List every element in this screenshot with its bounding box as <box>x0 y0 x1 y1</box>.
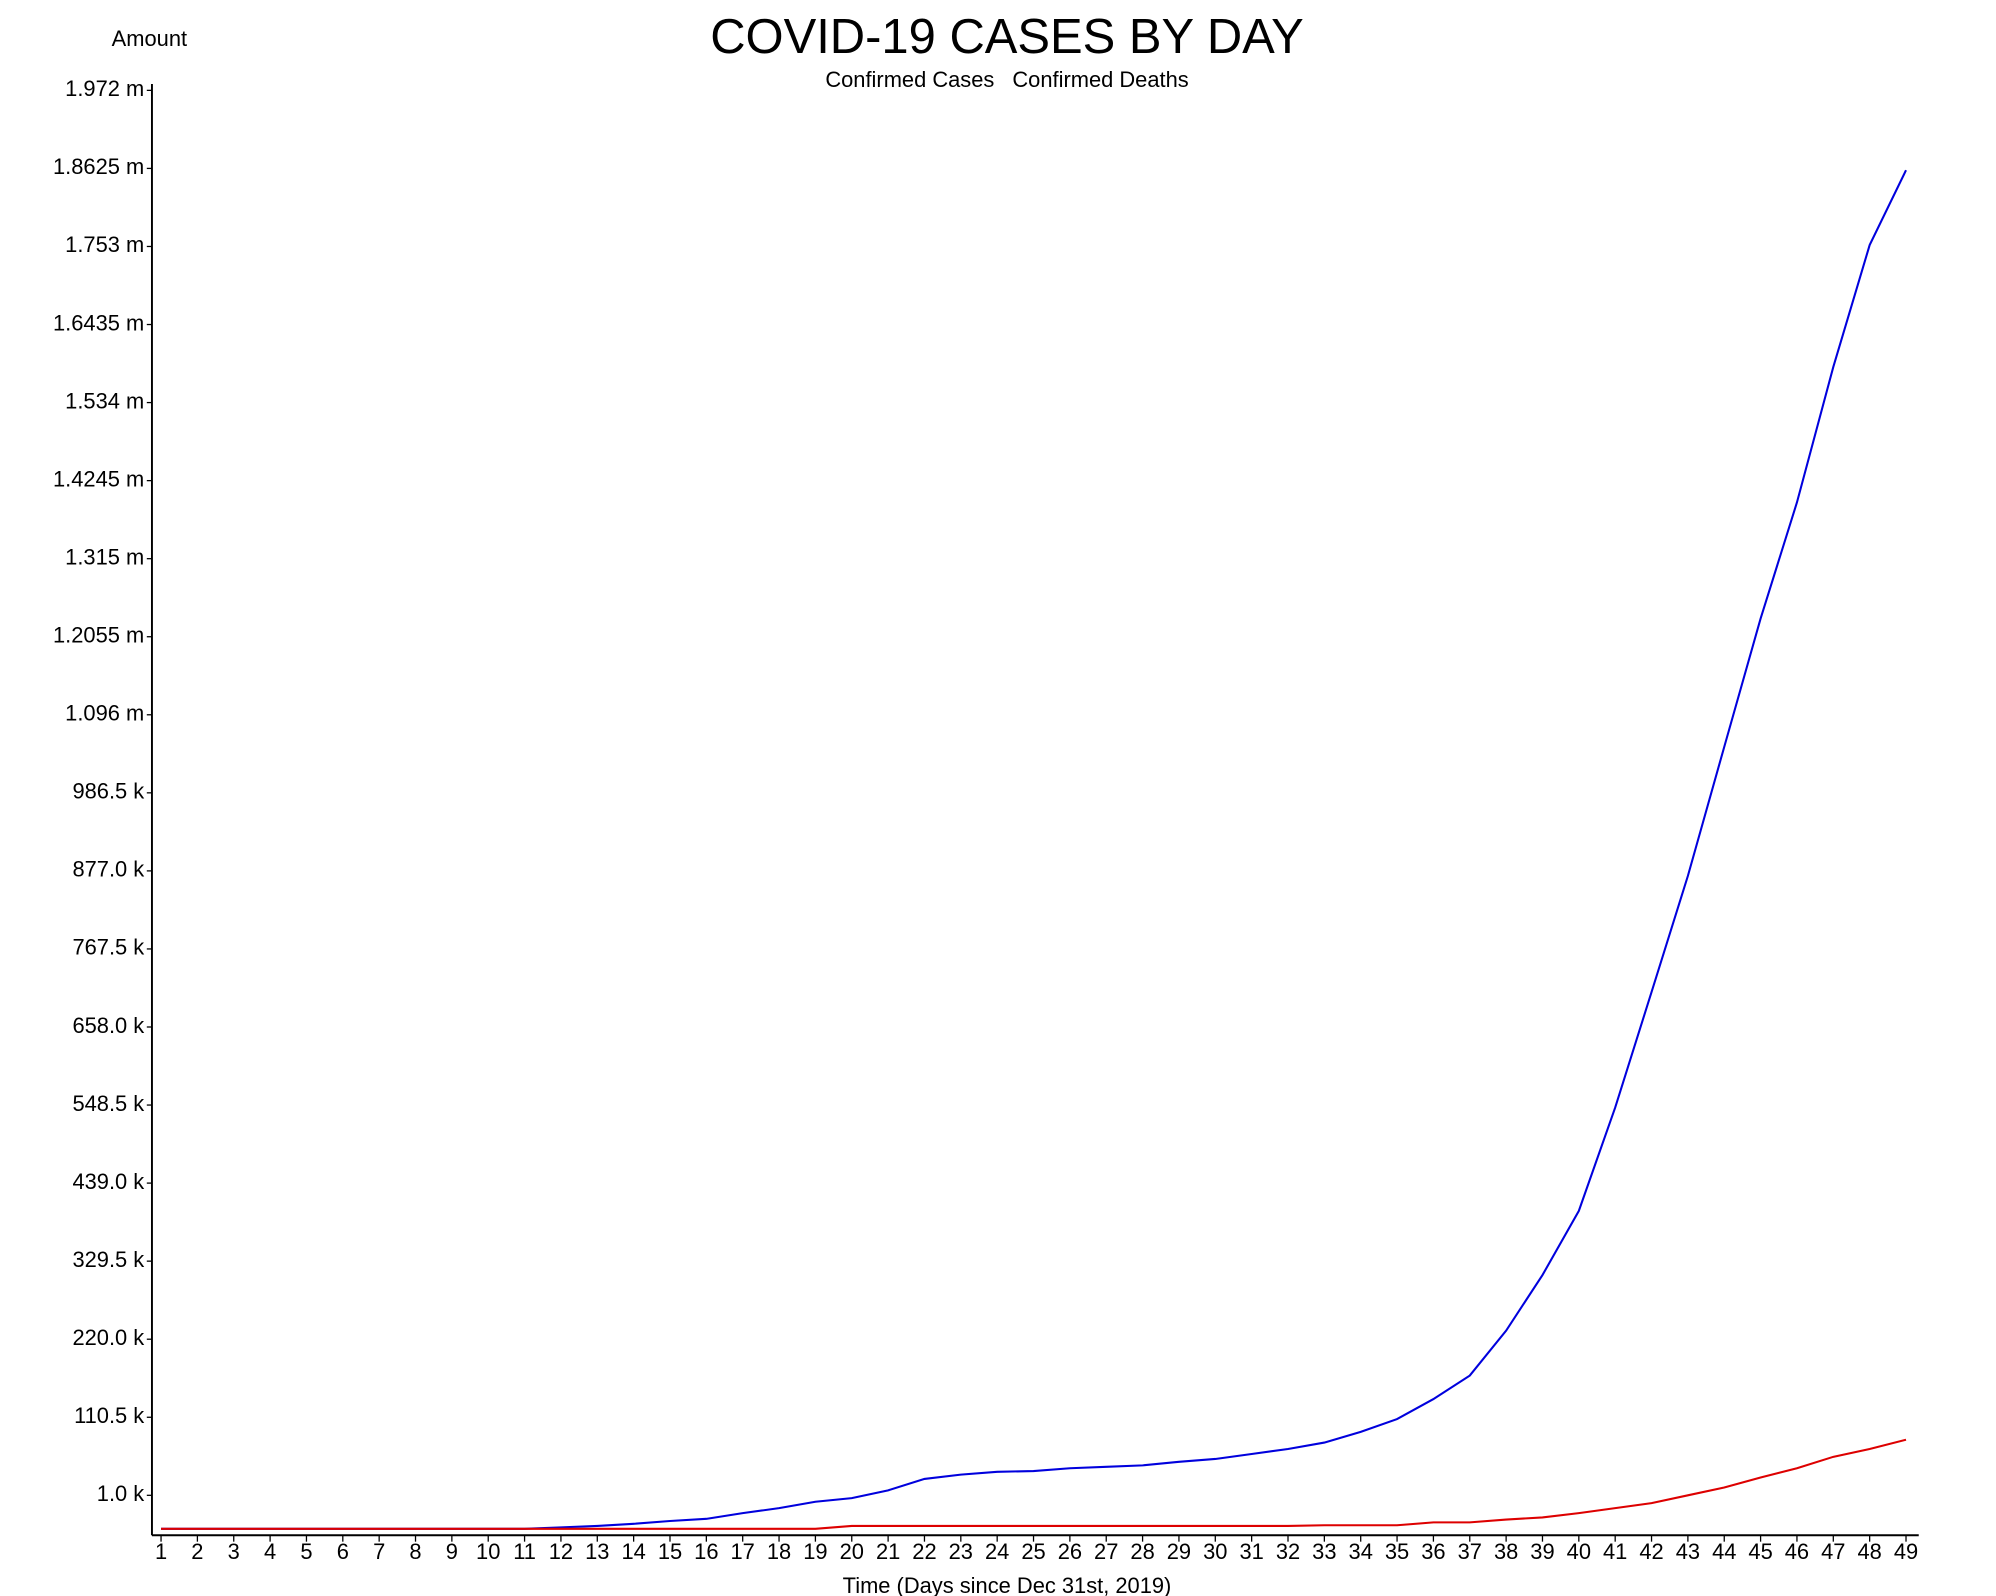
x-tick-label: 13 <box>585 1539 609 1564</box>
x-tick-label: 37 <box>1458 1539 1482 1564</box>
x-tick-label: 5 <box>300 1539 312 1564</box>
y-tick-label: 1.8625 m <box>53 154 144 179</box>
x-tick-label: 15 <box>658 1539 682 1564</box>
y-tick-label: 1.315 m <box>65 544 144 569</box>
x-tick-label: 47 <box>1821 1539 1845 1564</box>
x-tick-label: 20 <box>840 1539 864 1564</box>
x-tick-label: 26 <box>1058 1539 1082 1564</box>
y-tick-label: 986.5 k <box>72 779 144 804</box>
x-tick-label: 38 <box>1494 1539 1518 1564</box>
y-axis-label: Amount <box>112 26 187 51</box>
y-tick-label: 767.5 k <box>72 935 144 960</box>
x-tick-label: 4 <box>264 1539 276 1564</box>
x-tick-label: 14 <box>621 1539 645 1564</box>
x-tick-label: 16 <box>694 1539 718 1564</box>
x-tick-label: 49 <box>1894 1539 1918 1564</box>
x-tick-label: 9 <box>446 1539 458 1564</box>
x-axis-label: Time (Days since Dec 31st, 2019) <box>843 1573 1172 1596</box>
x-tick-label: 32 <box>1276 1539 1300 1564</box>
x-tick-label: 35 <box>1385 1539 1409 1564</box>
y-tick-label: 1.0 k <box>97 1481 144 1506</box>
y-tick-label: 110.5 k <box>74 1403 144 1428</box>
x-tick-label: 41 <box>1603 1539 1627 1564</box>
x-tick-label: 11 <box>513 1539 536 1564</box>
x-tick-label: 6 <box>337 1539 349 1564</box>
x-tick-label: 27 <box>1094 1539 1118 1564</box>
y-tick-label: 1.534 m <box>65 388 144 413</box>
x-tick-label: 23 <box>949 1539 973 1564</box>
x-tick-label: 22 <box>912 1539 936 1564</box>
x-tick-label: 36 <box>1421 1539 1445 1564</box>
x-tick-label: 34 <box>1349 1539 1373 1564</box>
x-tick-label: 42 <box>1639 1539 1663 1564</box>
x-tick-label: 19 <box>803 1539 827 1564</box>
x-tick-label: 39 <box>1530 1539 1554 1564</box>
x-tick-label: 48 <box>1857 1539 1881 1564</box>
y-tick-label: 1.4245 m <box>53 466 144 491</box>
y-tick-label: 1.6435 m <box>53 310 144 335</box>
x-tick-label: 24 <box>985 1539 1009 1564</box>
x-tick-label: 40 <box>1567 1539 1591 1564</box>
x-tick-label: 28 <box>1130 1539 1154 1564</box>
y-tick-label: 548.5 k <box>72 1091 144 1116</box>
y-tick-label: 1.2055 m <box>53 623 144 648</box>
x-tick-label: 7 <box>373 1539 385 1564</box>
data-line <box>161 169 1907 1530</box>
y-tick-label: 439.0 k <box>72 1169 144 1194</box>
x-tick-label: 2 <box>191 1539 203 1564</box>
x-tick-label: 44 <box>1712 1539 1736 1564</box>
y-tick-label: 658.0 k <box>72 1013 144 1038</box>
x-tick-label: 45 <box>1748 1539 1772 1564</box>
x-tick-label: 25 <box>1021 1539 1045 1564</box>
legend-entry: Confirmed Cases <box>825 67 994 92</box>
x-tick-label: 12 <box>549 1539 573 1564</box>
x-tick-label: 21 <box>876 1539 900 1564</box>
x-tick-label: 33 <box>1312 1539 1336 1564</box>
x-tick-label: 10 <box>476 1539 500 1564</box>
x-tick-label: 18 <box>767 1539 791 1564</box>
y-tick-label: 1.972 m <box>65 76 144 101</box>
x-tick-label: 31 <box>1239 1539 1263 1564</box>
x-tick-label: 17 <box>731 1539 755 1564</box>
x-tick-label: 30 <box>1203 1539 1227 1564</box>
y-tick-label: 1.753 m <box>65 232 144 257</box>
y-tick-label: 1.096 m <box>65 701 144 726</box>
chart-title: COVID-19 CASES BY DAY <box>710 10 1304 64</box>
x-tick-label: 3 <box>228 1539 240 1564</box>
x-tick-label: 1 <box>155 1539 167 1564</box>
x-tick-label: 8 <box>409 1539 421 1564</box>
x-tick-label: 29 <box>1167 1539 1191 1564</box>
legend-entry: Confirmed Deaths <box>1012 67 1188 92</box>
y-tick-label: 220.0 k <box>72 1325 144 1350</box>
data-line <box>161 1438 1907 1530</box>
y-tick-label: 329.5 k <box>72 1247 144 1272</box>
y-tick-label: 877.0 k <box>72 857 144 882</box>
x-tick-label: 46 <box>1785 1539 1809 1564</box>
x-tick-label: 43 <box>1676 1539 1700 1564</box>
